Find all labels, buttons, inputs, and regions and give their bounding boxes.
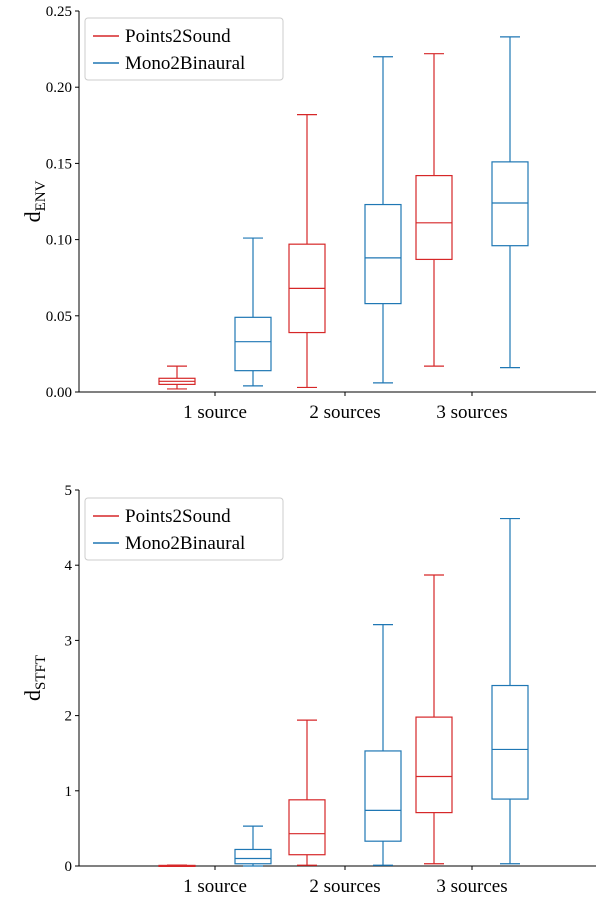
- iqr-box: [415, 174, 453, 261]
- box-mono2binaural-2: [364, 56, 402, 384]
- legend-label: Mono2Binaural: [125, 53, 245, 74]
- x-tick-label: 1 source: [183, 402, 247, 423]
- box-points2sound-2: [288, 114, 326, 389]
- y-axis-label-subscript: STFT: [33, 655, 49, 690]
- legend: Points2Sound Mono2Binaural: [84, 17, 284, 81]
- box-points2sound-1: [158, 365, 196, 390]
- legend-frame: [84, 497, 284, 561]
- box-points2sound-2: [288, 719, 326, 866]
- iqr-box: [364, 203, 402, 305]
- y-tick-label: 0: [65, 859, 73, 875]
- chart-panel-2: 0 1 2 3 4 5 1 source 2 sources 3 sources dSTFT Poi…: [20, 483, 596, 897]
- box-mono2binaural-3: [491, 517, 529, 865]
- iqr-box: [364, 750, 402, 842]
- box-mono2binaural-3: [491, 36, 529, 369]
- y-axis-label-subscript: ENV: [33, 180, 49, 211]
- x-tick-label: 3 sources: [436, 876, 507, 894]
- box-mono2binaural-1: [234, 237, 272, 387]
- y-tick-label: 1: [65, 784, 73, 800]
- y-axis-label: dSTFT: [20, 655, 49, 701]
- y-tick-label: 4: [65, 558, 73, 574]
- iqr-box: [234, 848, 272, 865]
- y-axis-label-main: d: [20, 690, 45, 701]
- y-tick-label: 0.00: [46, 385, 72, 401]
- y-tick-label: 0.20: [46, 80, 72, 96]
- y-tick-label: 0.10: [46, 233, 72, 249]
- y-axis-label-main: d: [20, 211, 45, 222]
- x-tick-label: 1 source: [183, 876, 247, 894]
- iqr-box: [234, 316, 272, 372]
- box-mono2binaural-1: [234, 825, 272, 867]
- legend-label: Points2Sound: [125, 26, 231, 47]
- iqr-box: [491, 161, 529, 247]
- y-tick-label: 0.05: [46, 309, 72, 325]
- box-points2sound-3: [415, 574, 453, 865]
- y-tick-label: 0.25: [46, 4, 72, 20]
- y-tick-label: 5: [65, 483, 73, 499]
- x-tick-label: 3 sources: [436, 402, 507, 423]
- y-tick-label: 3: [65, 633, 73, 649]
- legend: Points2Sound Mono2Binaural: [84, 497, 284, 561]
- iqr-box: [415, 716, 453, 814]
- iqr-box: [491, 684, 529, 800]
- x-tick-label: 2 sources: [309, 876, 380, 894]
- legend-label: Points2Sound: [125, 506, 231, 527]
- box-points2sound-3: [415, 53, 453, 367]
- box-mono2binaural-2: [364, 624, 402, 866]
- legend-frame: [84, 17, 284, 81]
- chart-panel-1: 0.00 0.05 0.10 0.15 0.20 0.25 1 source 2 source…: [20, 4, 596, 423]
- y-tick-label: 0.15: [46, 156, 72, 172]
- y-tick-label: 2: [65, 709, 73, 725]
- x-tick-label: 2 sources: [309, 402, 380, 423]
- iqr-box: [288, 799, 326, 856]
- box-points2sound-1: [158, 864, 196, 867]
- legend-label: Mono2Binaural: [125, 533, 245, 554]
- y-axis-label: dENV: [20, 180, 49, 222]
